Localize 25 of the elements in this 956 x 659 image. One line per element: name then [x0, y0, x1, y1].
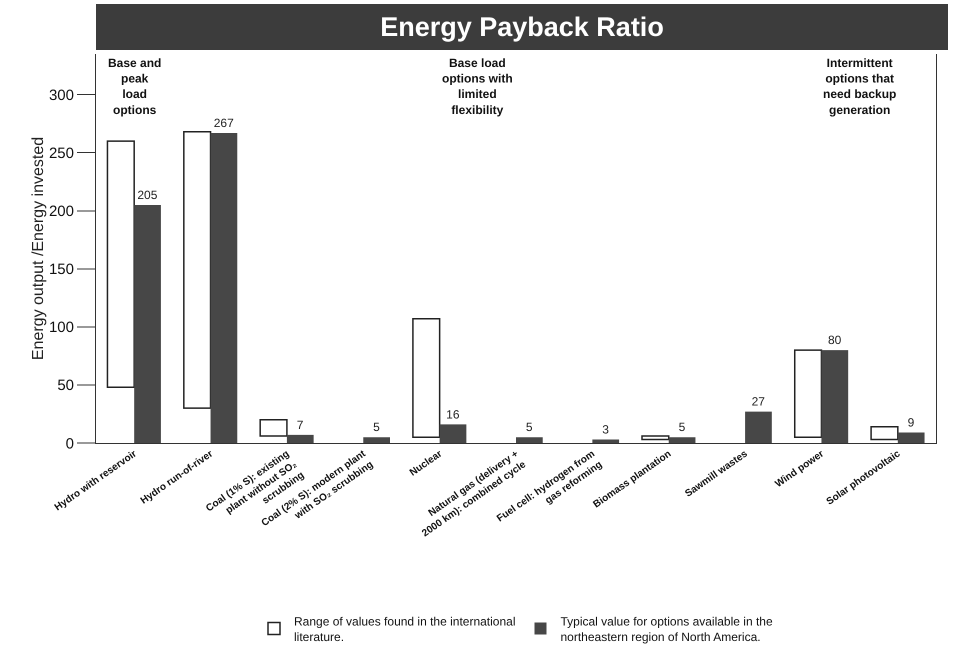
y-axis-title: Energy output /Energy invested [30, 136, 47, 360]
data-label: 27 [752, 394, 766, 409]
annotation: Base and peak load options [108, 56, 162, 117]
y-tick-label: 0 [66, 435, 74, 452]
y-tick-label: 150 [48, 261, 74, 278]
data-label: 3 [602, 422, 610, 437]
legend-label: Typical value for options available in the northeastern region of North America. [560, 614, 773, 644]
y-tick-label: 300 [48, 86, 74, 104]
data-label: 7 [296, 418, 304, 432]
chart-title: Energy Payback Ratio [96, 4, 948, 50]
y-tick-label: 50 [57, 377, 74, 394]
data-label: 267 [214, 116, 234, 130]
annotation: Base load options with limited flexibility [442, 56, 513, 117]
data-label: 16 [446, 407, 460, 422]
y-tick-label: 100 [48, 319, 74, 336]
data-label: 9 [908, 416, 915, 430]
data-label: 80 [828, 333, 842, 348]
data-label: 5 [373, 420, 380, 434]
y-tick-label: 250 [48, 144, 74, 162]
annotation: Intermittent options that need backup generation [823, 56, 896, 117]
data-label: 5 [678, 420, 686, 434]
legend-label: Range of values found in the international literature. [294, 614, 516, 644]
data-label: 5 [526, 420, 533, 434]
data-label: 205 [137, 188, 158, 202]
y-tick-label: 200 [48, 203, 74, 220]
